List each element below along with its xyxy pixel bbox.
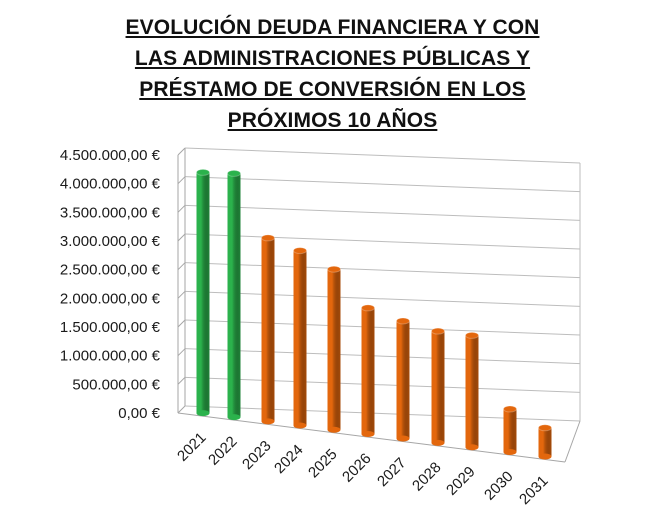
bar-base (431, 439, 445, 446)
bar-top (538, 424, 552, 432)
gridline (184, 176, 581, 193)
bar-shade (293, 250, 307, 426)
x-tick-label: 2030 (481, 468, 517, 504)
bar-shade (538, 427, 552, 457)
bar-base (293, 422, 307, 429)
gridline (184, 290, 581, 307)
bar-base (327, 426, 341, 433)
bar-base (361, 431, 375, 438)
x-tick-label: 2027 (374, 454, 410, 490)
bar-base (503, 449, 517, 456)
bar-top (327, 265, 341, 273)
bar-base (465, 444, 479, 451)
gridline-depth (177, 204, 186, 213)
x-tick-label: 2023 (239, 437, 275, 473)
bar-top (503, 405, 517, 413)
floor-front-edge (177, 412, 566, 463)
chart-title-line-2: LAS ADMINISTRACIONES PÚBLICAS Y (134, 47, 531, 70)
bar-top (361, 304, 375, 312)
floor-right-edge (564, 420, 581, 463)
x-tick-label: 2025 (305, 446, 341, 482)
gridline (184, 204, 581, 221)
bar-top (431, 327, 445, 335)
y-tick-label: 1.000.000,00 € (60, 348, 161, 365)
chart-title-line-3: PRÉSTAMO DE CONVERSIÓN EN LOS (139, 78, 526, 101)
gridline-depth (177, 376, 186, 385)
x-tick-label: 2029 (443, 463, 479, 499)
x-tick-label: 2021 (174, 429, 210, 465)
x-tick-label: 2022 (205, 433, 241, 469)
x-tick-label: 2031 (516, 472, 552, 508)
chart-title: EVOLUCIÓN DEUDA FINANCIERA Y CON LAS ADM… (0, 12, 665, 136)
y-tick-label: 4.000.000,00 € (60, 176, 161, 193)
bar-shade (196, 172, 210, 414)
bar-shade (396, 320, 410, 439)
gridline (184, 147, 581, 164)
y-tick-label: 3.000.000,00 € (60, 233, 161, 250)
y-tick-label: 0,00 € (118, 405, 160, 422)
gridline-depth (177, 176, 186, 185)
bar-shade (261, 237, 275, 422)
bar-shade (361, 307, 375, 435)
bar-top (227, 169, 241, 177)
y-tick-label: 4.500.000,00 € (60, 147, 161, 164)
gridline-depth (177, 290, 186, 299)
x-tick-label: 2026 (339, 450, 375, 486)
gridline (184, 405, 581, 422)
bar-base (396, 435, 410, 442)
y-tick-label: 2.000.000,00 € (60, 290, 161, 307)
y-tick-label: 500.000,00 € (72, 376, 160, 393)
bar-top (293, 247, 307, 255)
gridline (184, 319, 581, 336)
bar-top (261, 234, 275, 242)
y-tick-label: 2.500.000,00 € (60, 262, 161, 279)
x-tick-label: 2024 (271, 441, 307, 477)
gridline-depth (177, 262, 186, 271)
gridline-depth (177, 405, 186, 414)
gridline-depth (177, 147, 186, 156)
y-tick-label: 1.500.000,00 € (60, 319, 161, 336)
y-tick-label: 3.500.000,00 € (60, 204, 161, 221)
chart-title-line-1: EVOLUCIÓN DEUDA FINANCIERA Y CON (125, 16, 540, 39)
bar-top (196, 168, 210, 176)
bar-shade (431, 331, 445, 443)
gridline-depth (177, 348, 186, 357)
bar-base (196, 410, 210, 417)
x-tick-label: 2028 (409, 459, 445, 495)
bar-top (465, 331, 479, 339)
bar-shade (503, 409, 517, 453)
gridline (184, 376, 581, 393)
chart-title-line-4: PRÓXIMOS 10 AÑOS (227, 109, 438, 132)
gridline (184, 262, 581, 279)
bar-top (396, 317, 410, 325)
bar-shade (227, 173, 241, 418)
bar-shade (465, 335, 479, 448)
bar-base (261, 418, 275, 425)
bar-base (227, 414, 241, 421)
gridline-depth (177, 233, 186, 242)
bar-shade (327, 269, 341, 430)
gridline-depth (177, 319, 186, 328)
bar-base (538, 453, 552, 460)
gridline (184, 348, 581, 365)
gridline (184, 233, 581, 250)
